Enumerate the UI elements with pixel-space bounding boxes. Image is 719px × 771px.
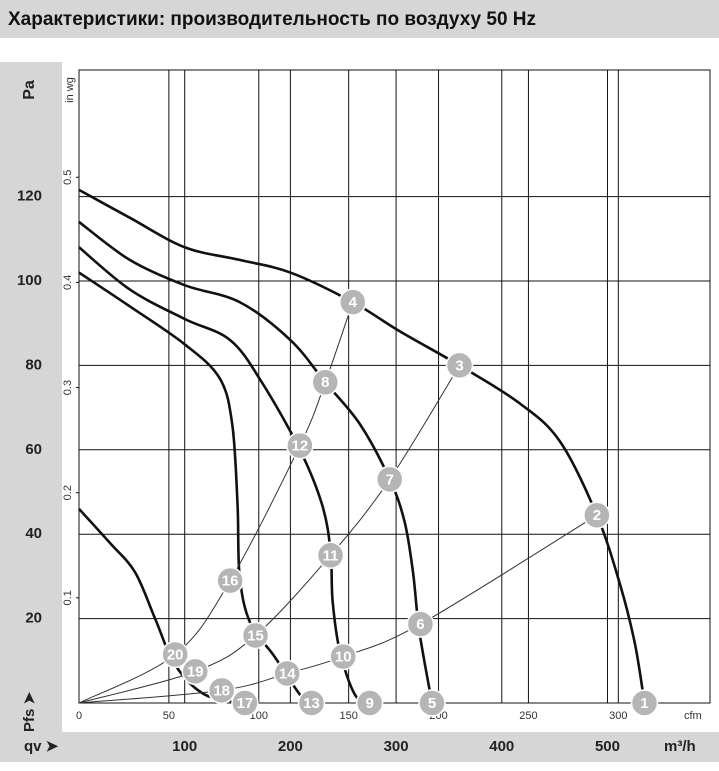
operating-point (161, 640, 189, 669)
point-label: 17 (237, 695, 254, 712)
operating-point (297, 689, 326, 717)
y-tick-label: 80 (25, 356, 42, 373)
x-axis-title-left: qv ➤ (24, 738, 59, 755)
title-bar (0, 0, 719, 38)
operating-point (273, 659, 301, 688)
point-label: 16 (222, 573, 239, 590)
y2-axis-title: in wg (64, 77, 76, 103)
chart-title: Характеристики: производительность по во… (8, 9, 536, 30)
system-curve (78, 301, 354, 704)
y-tick-label: 40 (25, 525, 42, 542)
fan-curve (78, 220, 434, 704)
operating-point (583, 501, 611, 529)
point-label: 6 (416, 616, 424, 633)
operating-point (630, 689, 659, 717)
point-label: 11 (323, 547, 339, 564)
point-label: 19 (187, 663, 204, 680)
point-label: 9 (365, 695, 373, 712)
point-label: 3 (455, 357, 463, 374)
y2-tick-label: 0.4 (62, 275, 74, 290)
operating-point (316, 541, 345, 570)
y-axis-title-bottom: Pfs ➤ (21, 692, 38, 733)
point-label: 20 (167, 646, 184, 663)
operating-point (216, 566, 244, 595)
operating-point (375, 465, 404, 494)
point-label: 1 (640, 695, 648, 712)
point-label: 14 (279, 665, 296, 682)
x2-axis-title: cfm (684, 710, 702, 722)
y-tick-label: 120 (17, 188, 42, 205)
point-label: 5 (428, 695, 436, 712)
y2-tick-label: 0.5 (62, 170, 74, 185)
x-tick-label: 200 (278, 738, 303, 755)
x-axis-title: m³/h (664, 738, 696, 755)
operating-point (286, 431, 314, 460)
operating-point (207, 676, 236, 705)
x2-tick-label: 250 (519, 710, 537, 722)
fan-curve (78, 271, 313, 705)
y2-tick-label: 0.1 (62, 590, 74, 605)
fan-curve (78, 188, 646, 704)
point-label: 10 (335, 649, 352, 666)
y-tick-label: 60 (25, 441, 42, 458)
fan-curve (78, 246, 371, 705)
x-axis-band (0, 732, 719, 762)
x2-tick-label: 150 (339, 710, 357, 722)
point-label: 2 (593, 507, 601, 524)
operating-point (311, 368, 340, 397)
operating-point (445, 351, 474, 380)
y-axis-title: Pa (21, 80, 38, 100)
point-label: 7 (386, 471, 394, 488)
point-label: 8 (321, 374, 329, 391)
y-axis-band (0, 62, 62, 732)
operating-point (418, 689, 446, 717)
y-tick-label: 20 (25, 610, 42, 627)
operating-point (339, 288, 367, 316)
operating-point (329, 642, 357, 671)
point-label: 4 (349, 294, 358, 311)
grid (78, 70, 710, 703)
point-label: 15 (247, 627, 264, 644)
point-label: 18 (213, 682, 230, 699)
point-label: 12 (292, 438, 309, 455)
x-tick-label: 500 (595, 738, 620, 755)
x2-tick-label: 0 (76, 710, 82, 722)
x-tick-label: 100 (172, 738, 197, 755)
fan-curve (78, 508, 246, 705)
x-tick-label: 300 (384, 738, 409, 755)
x2-tick-label: 50 (163, 710, 175, 722)
y-tick-label: 100 (17, 272, 42, 289)
system-curve (78, 514, 598, 704)
operating-point (241, 621, 270, 650)
y2-tick-label: 0.3 (62, 380, 74, 395)
operating-point (231, 689, 259, 717)
plot-frame (78, 69, 711, 704)
x2-tick-label: 300 (609, 710, 627, 722)
point-label: 13 (303, 695, 320, 712)
operating-point (355, 689, 384, 717)
x-tick-label: 400 (489, 738, 514, 755)
system-curve (78, 365, 460, 704)
y2-tick-label: 0.2 (62, 485, 74, 500)
operating-point (181, 657, 210, 686)
operating-point (406, 610, 435, 638)
